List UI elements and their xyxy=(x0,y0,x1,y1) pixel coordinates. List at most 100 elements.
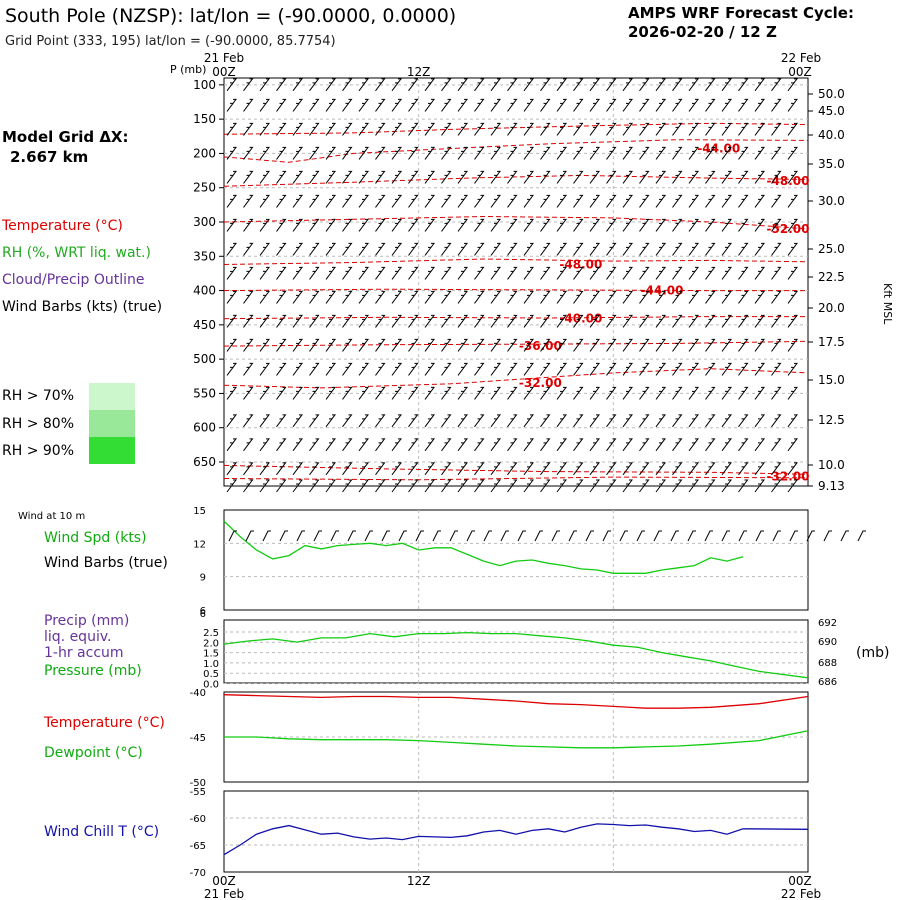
wind-barb xyxy=(589,98,600,112)
pressure-tick-label: 686 xyxy=(818,677,837,688)
wind-barb xyxy=(325,386,336,400)
model-grid-value: 2.667 km xyxy=(10,148,88,166)
wind-barb xyxy=(705,242,716,256)
wind-barb xyxy=(226,414,237,428)
wind-barb xyxy=(342,479,353,493)
wind-barb xyxy=(655,438,666,452)
wind-barb xyxy=(622,170,633,184)
wind-barb xyxy=(243,362,254,376)
top-date-label: 21 Feb xyxy=(204,51,244,65)
legend-rh80: RH > 80% xyxy=(2,416,74,432)
wind-barb xyxy=(408,194,419,208)
wind-barb xyxy=(276,98,287,112)
wind-barb xyxy=(754,462,765,476)
wind-barb xyxy=(243,462,254,476)
wind10-barb xyxy=(840,530,849,542)
wind-barb xyxy=(490,314,501,328)
wind-barb xyxy=(507,338,518,352)
wind-barb xyxy=(474,98,485,112)
wind-barb xyxy=(391,122,402,136)
wind-barb xyxy=(424,78,435,92)
wind-barb xyxy=(292,479,303,493)
isotherm-line xyxy=(223,464,809,475)
height-tick-label: 20.0 xyxy=(818,301,845,315)
wind-barb xyxy=(259,98,270,112)
isotherm-label: -32.00 xyxy=(767,469,810,483)
wind-barb xyxy=(672,194,683,208)
wind-barb xyxy=(292,194,303,208)
pressure-tick-label: 500 xyxy=(193,352,216,366)
rh80-swatch xyxy=(89,410,135,437)
wind10-barb xyxy=(415,530,424,542)
wind-barb xyxy=(441,386,452,400)
wind-barb xyxy=(243,338,254,352)
wind-barb xyxy=(342,314,353,328)
pressure-tick-label: 200 xyxy=(193,146,216,160)
wind-speed-line xyxy=(223,520,744,574)
wind-barb xyxy=(738,170,749,184)
wind-barb xyxy=(754,438,765,452)
wind-barb xyxy=(474,266,485,280)
wind-barb xyxy=(622,290,633,304)
wind-chill-tick-label: -60 xyxy=(190,814,206,825)
wind-barb xyxy=(787,479,798,493)
wind-barb xyxy=(771,386,782,400)
wind-barb xyxy=(490,462,501,476)
wind-barb xyxy=(688,170,699,184)
wind-barb xyxy=(721,194,732,208)
dewpoint-line xyxy=(224,730,809,749)
wind-barb xyxy=(672,290,683,304)
wind-barb xyxy=(309,314,320,328)
wind-chill-line xyxy=(223,823,809,856)
wind-barb xyxy=(226,78,237,92)
wind-barb xyxy=(309,170,320,184)
wind-barb xyxy=(424,218,435,232)
wind-barb xyxy=(441,362,452,376)
wind-barb xyxy=(672,414,683,428)
wind-barb xyxy=(226,218,237,232)
wind-barb xyxy=(259,338,270,352)
wind-barb xyxy=(688,362,699,376)
wind-barb xyxy=(705,146,716,160)
wind-barb xyxy=(589,362,600,376)
wind-barb xyxy=(226,462,237,476)
isotherm-label: -48.00 xyxy=(767,174,810,188)
wind-barb xyxy=(540,414,551,428)
temperature-label: Temperature (°C) xyxy=(43,715,165,731)
wind-barb xyxy=(721,438,732,452)
wind-barb xyxy=(556,98,567,112)
pressure-tick-label: 600 xyxy=(193,421,216,435)
wind-barb xyxy=(705,98,716,112)
wind-barb xyxy=(474,122,485,136)
wind-barb xyxy=(342,290,353,304)
wind-barb xyxy=(655,78,666,92)
wind-barb xyxy=(292,414,303,428)
wind-barb xyxy=(556,194,567,208)
pressure-panel-frame xyxy=(223,619,809,684)
wind-barb xyxy=(226,98,237,112)
wind-tick-label: 15 xyxy=(193,506,206,517)
wind-barb xyxy=(738,414,749,428)
wind-barb xyxy=(259,438,270,452)
wind-barb xyxy=(226,362,237,376)
wind-barb xyxy=(292,146,303,160)
wind-barb xyxy=(622,122,633,136)
wind-barb xyxy=(325,194,336,208)
wind-barb xyxy=(490,290,501,304)
precip-label: Precip (mm) xyxy=(44,613,129,629)
wind-barb xyxy=(457,338,468,352)
wind-barb xyxy=(276,146,287,160)
wind-barb xyxy=(243,170,254,184)
wind-barb xyxy=(441,314,452,328)
wind-barb xyxy=(705,170,716,184)
wind-barb xyxy=(391,98,402,112)
wind-barb xyxy=(474,479,485,493)
wind-barb xyxy=(622,78,633,92)
wind-barb xyxy=(457,122,468,136)
wind-barb xyxy=(738,290,749,304)
wind-barb xyxy=(721,290,732,304)
wind-barb xyxy=(754,386,765,400)
wind-barb xyxy=(457,362,468,376)
wind10-barb xyxy=(279,530,288,542)
wind-barb xyxy=(441,479,452,493)
